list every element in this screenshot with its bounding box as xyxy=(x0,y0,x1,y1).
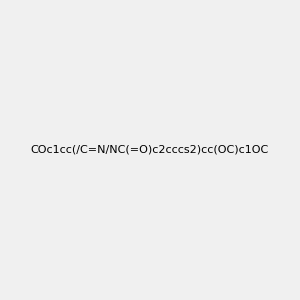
Text: COc1cc(/C=N/NC(=O)c2cccs2)cc(OC)c1OC: COc1cc(/C=N/NC(=O)c2cccs2)cc(OC)c1OC xyxy=(31,145,269,155)
